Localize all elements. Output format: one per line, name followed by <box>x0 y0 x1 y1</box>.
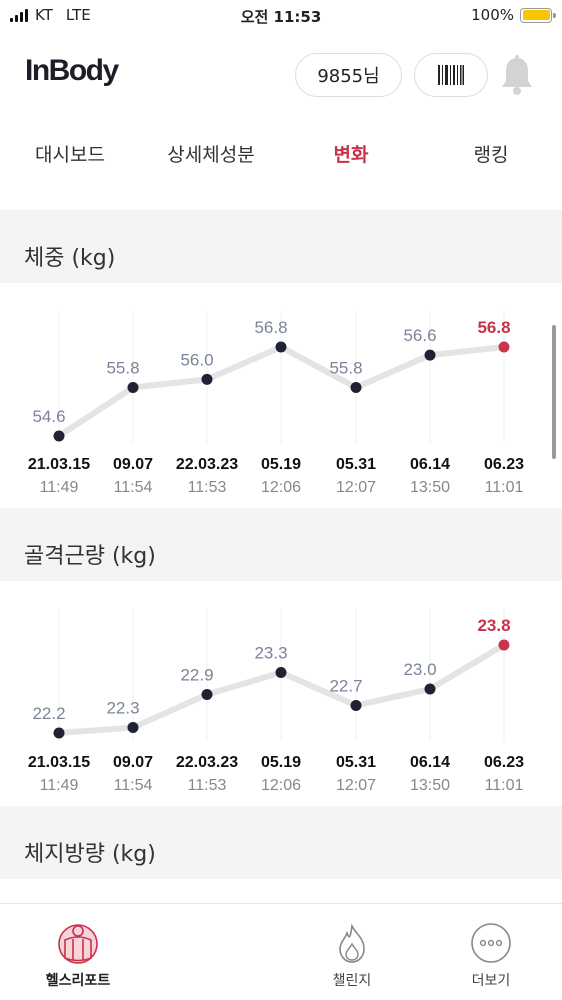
tab-change[interactable]: 변화 <box>333 144 369 166</box>
nav-more[interactable]: 더보기 <box>436 904 546 1000</box>
data-label: 23.8 <box>477 616 510 635</box>
data-label: 56.8 <box>477 318 510 337</box>
data-point <box>350 381 362 393</box>
bottom-nav: 헬스리포트 챌린지 더보기 <box>0 903 562 1000</box>
x-tick-time: 12:06 <box>261 777 301 794</box>
user-button[interactable]: 9855님 <box>295 53 402 97</box>
x-tick-time: 13:50 <box>410 479 450 496</box>
bell-icon[interactable] <box>499 54 535 98</box>
tab-detail-composition[interactable]: 상세체성분 <box>167 144 255 166</box>
x-tick-time: 12:07 <box>336 479 376 496</box>
data-point <box>127 722 139 733</box>
more-icon <box>471 923 511 963</box>
tab-bar: 대시보드 상세체성분 변화 랭킹 <box>0 140 562 180</box>
battery-fill <box>522 10 550 20</box>
app-header: InBody 9855님 대시보드 상세체성분 변화 랭킹 <box>0 32 562 210</box>
data-point <box>350 700 362 711</box>
data-label: 22.3 <box>106 699 139 718</box>
data-point <box>127 381 139 393</box>
x-tick-date: 06.23 <box>484 456 524 473</box>
x-tick-time: 11:54 <box>114 479 153 496</box>
nav-challenge-label: 챌린지 <box>332 973 372 989</box>
x-tick-date: 05.19 <box>261 754 301 771</box>
weight-chart: 54.6 21.03.15 11:49 55.8 09.07 11:54 56.0 22.03… <box>28 311 524 496</box>
data-point <box>53 430 65 442</box>
fat-chart-card <box>0 879 562 903</box>
barcode-icon <box>438 65 464 85</box>
x-tick-time: 11:01 <box>485 777 524 794</box>
x-tick-date: 21.03.15 <box>28 754 90 771</box>
data-point <box>498 639 510 651</box>
carrier-label: KT <box>35 6 53 24</box>
x-tick-time: 11:53 <box>188 777 227 794</box>
tab-dashboard[interactable]: 대시보드 <box>35 144 105 166</box>
health-report-icon <box>58 924 98 964</box>
data-point <box>275 667 287 678</box>
data-point <box>53 727 65 739</box>
x-tick-time: 11:49 <box>40 777 79 794</box>
x-tick-date: 09.07 <box>113 456 153 473</box>
data-label: 55.8 <box>329 358 362 377</box>
data-point <box>424 683 436 695</box>
data-point <box>424 349 436 361</box>
flame-icon <box>339 923 365 963</box>
x-tick-date: 05.31 <box>336 754 376 771</box>
muscle-section-title: 골격근량 (kg) <box>24 544 156 569</box>
data-label: 56.6 <box>403 326 436 345</box>
data-label: 22.9 <box>180 666 213 685</box>
network-label: LTE <box>65 6 91 24</box>
data-label: 54.6 <box>32 407 65 426</box>
tab-ranking[interactable]: 랭킹 <box>473 144 509 166</box>
x-tick-time: 11:49 <box>40 479 79 496</box>
x-tick-time: 12:07 <box>336 777 376 794</box>
x-tick-date: 22.03.23 <box>176 456 238 473</box>
nav-health-report-label: 헬스리포트 <box>45 973 111 989</box>
x-tick-time: 13:50 <box>410 777 450 794</box>
x-tick-time: 11:53 <box>188 479 227 496</box>
x-tick-date: 09.07 <box>113 754 153 771</box>
x-tick-date: 21.03.15 <box>28 456 90 473</box>
x-tick-time: 12:06 <box>261 479 301 496</box>
x-tick-date: 22.03.23 <box>176 754 238 771</box>
x-tick-date: 05.19 <box>261 456 301 473</box>
status-right: 100% <box>471 6 556 24</box>
data-point <box>201 373 213 385</box>
muscle-chart-card: 22.2 21.03.15 11:49 22.3 09.07 11:54 22.9 22.03… <box>0 581 562 806</box>
data-point <box>498 341 510 353</box>
data-label: 23.3 <box>254 644 287 663</box>
status-left: KT LTE <box>10 6 91 24</box>
weight-section-title: 체중 (kg) <box>24 246 116 271</box>
status-bar: KT LTE 오전 11:53 100% <box>0 0 562 32</box>
x-tick-date: 06.14 <box>410 456 450 473</box>
data-label: 23.0 <box>403 660 436 679</box>
x-tick-date: 06.23 <box>484 754 524 771</box>
inbody-logo: InBody <box>25 54 119 87</box>
x-tick-date: 05.31 <box>336 456 376 473</box>
data-label: 55.8 <box>106 358 139 377</box>
data-label: 22.7 <box>329 677 362 696</box>
data-label: 56.0 <box>180 350 213 369</box>
scrollbar-thumb[interactable] <box>552 325 556 459</box>
nav-challenge[interactable]: 챌린지 <box>297 904 407 1000</box>
battery-icon <box>520 7 556 23</box>
weight-chart-card: 54.6 21.03.15 11:49 55.8 09.07 11:54 56.0 22.03… <box>0 283 562 508</box>
nav-more-label: 더보기 <box>471 973 511 989</box>
muscle-chart: 22.2 21.03.15 11:49 22.3 09.07 11:54 22.9 22.03… <box>28 609 524 794</box>
data-label: 22.2 <box>32 704 65 723</box>
status-time: 오전 11:53 <box>240 8 322 26</box>
data-point <box>275 341 287 353</box>
x-tick-date: 06.14 <box>410 754 450 771</box>
data-label: 56.8 <box>254 318 287 337</box>
data-point <box>201 689 213 700</box>
barcode-button[interactable] <box>414 53 488 97</box>
fat-section-title: 체지방량 (kg) <box>24 842 156 867</box>
signal-icon <box>10 8 28 22</box>
battery-percent: 100% <box>471 6 514 24</box>
x-tick-time: 11:54 <box>114 777 153 794</box>
x-tick-time: 11:01 <box>485 479 524 496</box>
nav-health-report[interactable]: 헬스리포트 <box>23 904 133 1000</box>
